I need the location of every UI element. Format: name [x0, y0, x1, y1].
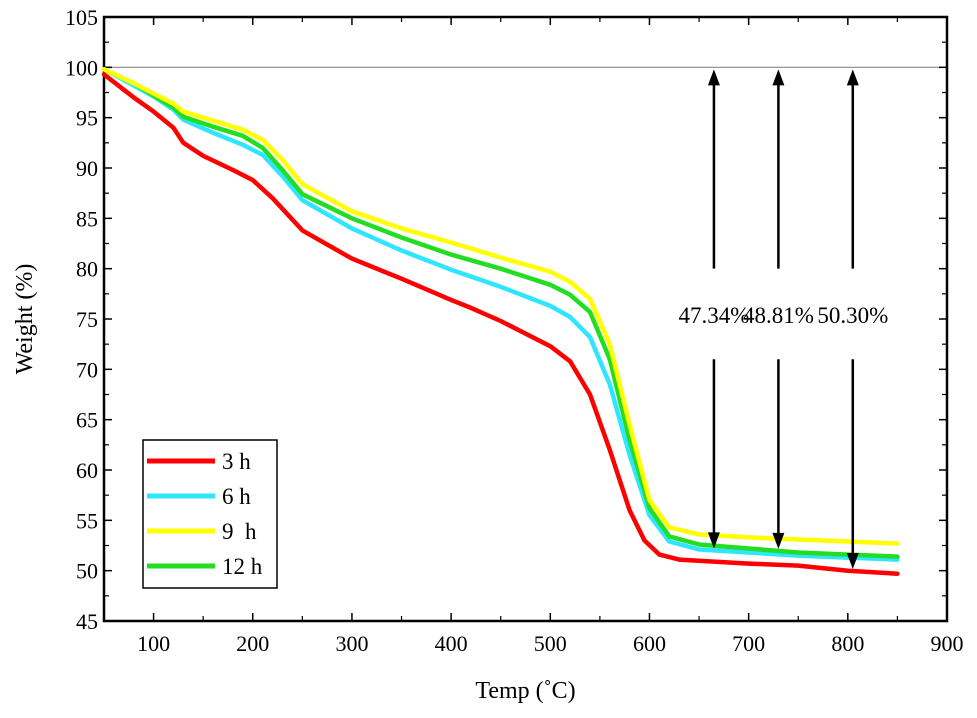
weight-loss-arrows: [707, 69, 859, 569]
y-tick-labels: 45 50 55 60 65 70 75 80 85 90 95 100 105: [65, 5, 98, 634]
annotation-label: 47.34%: [678, 303, 749, 328]
axis-ticks: [104, 16, 948, 622]
legend-label: 3 h: [222, 449, 251, 474]
annotation-label: 50.30%: [817, 303, 888, 328]
x-tick-label: 300: [335, 631, 368, 656]
x-tick-label: 100: [137, 631, 170, 656]
arrow-up-head: [772, 69, 785, 86]
y-tick-label: 95: [76, 106, 98, 131]
legend: 3 h 6 h 9 h 12 h: [142, 439, 278, 589]
y-tick-label: 105: [65, 5, 98, 30]
legend-label: 6 h: [222, 484, 251, 509]
weight-loss-annotations: 47.34%48.81% 50.30%: [678, 303, 888, 328]
y-tick-label: 85: [76, 206, 98, 231]
legend-box: [142, 439, 278, 589]
series-line-3h: [101, 72, 900, 576]
annotation-label: 48.81%: [743, 303, 814, 328]
y-axis-title: Weight (%): [12, 264, 38, 375]
y-tick-label: 55: [76, 508, 98, 533]
y-tick-label: 60: [76, 458, 98, 483]
arrow-down-head: [846, 552, 859, 569]
y-tick-label: 75: [76, 307, 98, 332]
x-tick-label: 700: [732, 631, 765, 656]
legend-label: 12 h: [222, 554, 263, 579]
x-tick-label: 600: [633, 631, 666, 656]
y-tick-label: 70: [76, 357, 98, 382]
arrow-up-head: [846, 69, 859, 86]
series-line-6h: [101, 67, 900, 562]
y-tick-label: 50: [76, 559, 98, 584]
y-tick-label: 45: [76, 609, 98, 634]
y-tick-label: 100: [65, 55, 98, 80]
x-tick-labels: 100 200 300 400 500 600 700 800 900: [137, 631, 963, 656]
arrow-down-head: [707, 532, 720, 549]
x-axis-title: Temp (˚C): [475, 678, 575, 704]
x-tick-label: 200: [236, 631, 269, 656]
y-tick-label: 80: [76, 257, 98, 282]
series-line-12h: [101, 67, 900, 559]
series-line-9h: [101, 67, 900, 546]
x-tick-label: 900: [931, 631, 964, 656]
legend-label: 9 h: [222, 519, 257, 544]
x-tick-label: 800: [831, 631, 864, 656]
y-tick-label: 65: [76, 408, 98, 433]
arrow-down-head: [772, 532, 785, 549]
x-tick-label: 400: [435, 631, 468, 656]
y-tick-label: 90: [76, 156, 98, 181]
series-lines: [101, 67, 900, 576]
arrow-up-head: [707, 69, 720, 86]
x-tick-label: 500: [534, 631, 567, 656]
